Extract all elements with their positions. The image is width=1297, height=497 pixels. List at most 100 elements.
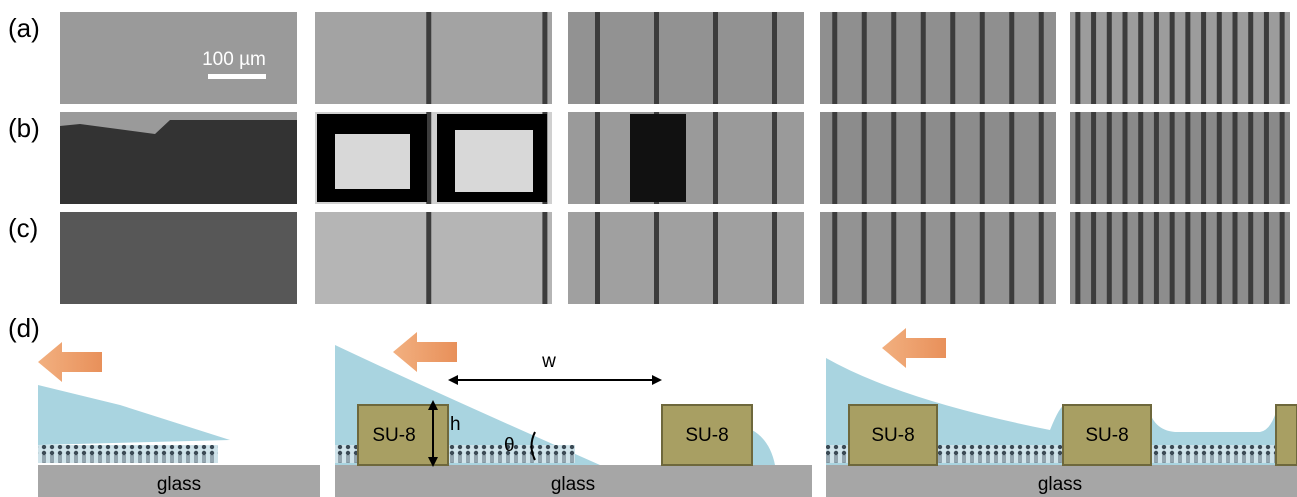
diagram: SU-8 SU-8 glass [826, 328, 1297, 497]
channel-wall [832, 112, 837, 204]
channel-wall [713, 12, 718, 104]
channel-wall [1170, 212, 1175, 304]
arrow [38, 342, 102, 382]
channel-wall [950, 112, 955, 204]
liquid [38, 385, 230, 445]
channel-wall [1217, 112, 1222, 204]
channel-wall [1107, 12, 1112, 104]
angle-label: θ [504, 435, 515, 456]
channel-wall [1009, 12, 1014, 104]
panel-label: (c) [8, 213, 38, 243]
channel-wall [1264, 112, 1269, 204]
channel-wall [1170, 12, 1175, 104]
dewetted-region [630, 114, 686, 202]
micrograph [1070, 212, 1290, 304]
channel-wall [426, 112, 431, 204]
channel-wall [1185, 112, 1190, 204]
channel-wall [654, 212, 659, 304]
channel-wall [862, 112, 867, 204]
channel-wall [1107, 112, 1112, 204]
micrograph [315, 212, 552, 304]
channel-wall [980, 112, 985, 204]
channel-wall [921, 212, 926, 304]
su8-block [1276, 405, 1297, 465]
channel-wall [1264, 212, 1269, 304]
micrograph [1070, 12, 1290, 104]
channel-wall [1138, 212, 1143, 304]
channel-wall [891, 12, 896, 104]
channel-wall [1123, 112, 1128, 204]
channel-wall [921, 112, 926, 204]
channel-wall [1280, 112, 1285, 204]
micrograph [820, 12, 1056, 104]
channel-wall [1039, 12, 1044, 104]
channel-wall [862, 12, 867, 104]
channel-wall [1107, 212, 1112, 304]
figure: (a) (b) (c) (d) 100 µm glass SU-8 SU-8 h… [0, 0, 1297, 497]
channel-wall [713, 212, 718, 304]
channel-wall [1009, 212, 1014, 304]
channel-wall [1138, 12, 1143, 104]
channel-wall [1075, 112, 1080, 204]
channel-wall [595, 12, 600, 104]
wet-region [455, 130, 533, 192]
height-label: h [450, 414, 461, 435]
channel-wall [426, 212, 431, 304]
arrow-head [448, 375, 458, 385]
diagram: glass [38, 342, 320, 497]
channel-wall [1201, 12, 1206, 104]
diagram: SU-8 SU-8 h w θ glass [335, 332, 812, 497]
arrow [882, 328, 946, 368]
channel-wall [1217, 212, 1222, 304]
channel-wall [1154, 212, 1159, 304]
micrograph [60, 212, 297, 304]
channel-wall [1039, 112, 1044, 204]
channel-wall [1091, 112, 1096, 204]
channel-wall [1091, 12, 1096, 104]
channel-wall [1280, 12, 1285, 104]
micrograph [568, 212, 804, 304]
channel-wall [772, 12, 777, 104]
block-label: SU-8 [372, 425, 415, 446]
arrow-head [652, 375, 662, 385]
channel-wall [1248, 212, 1253, 304]
channel-wall [542, 12, 547, 104]
membrane [38, 445, 218, 463]
channel-wall [891, 212, 896, 304]
channel-wall [426, 12, 431, 104]
micrograph [820, 112, 1056, 204]
scale-bar-label: 100 µm [202, 49, 266, 70]
channel-wall [1154, 12, 1159, 104]
channel-wall [1248, 112, 1253, 204]
channel-wall [980, 12, 985, 104]
channel-wall [1217, 12, 1222, 104]
channel-wall [832, 12, 837, 104]
glass-label: glass [157, 474, 201, 495]
channel-wall [1185, 212, 1190, 304]
channel-wall [921, 12, 926, 104]
block-label: SU-8 [1085, 425, 1128, 446]
arrow [393, 332, 457, 372]
block-label: SU-8 [685, 425, 728, 446]
channel-wall [595, 212, 600, 304]
micrograph [1070, 112, 1290, 204]
micrograph [315, 12, 552, 104]
channel-wall [542, 212, 547, 304]
channel-wall [1039, 212, 1044, 304]
channel-wall [950, 212, 955, 304]
width-label: w [541, 351, 556, 372]
panel-label: (d) [8, 313, 40, 343]
channel-wall [1248, 12, 1253, 104]
channel-wall [772, 212, 777, 304]
channel-wall [1138, 112, 1143, 204]
wet-region [335, 134, 410, 189]
glass-label: glass [551, 474, 595, 495]
channel-wall [1233, 112, 1238, 204]
channel-wall [772, 112, 777, 204]
glass-label: glass [1038, 474, 1082, 495]
channel-wall [1154, 112, 1159, 204]
channel-wall [1264, 12, 1269, 104]
channel-wall [832, 212, 837, 304]
micrograph [568, 12, 804, 104]
channel-wall [1009, 112, 1014, 204]
